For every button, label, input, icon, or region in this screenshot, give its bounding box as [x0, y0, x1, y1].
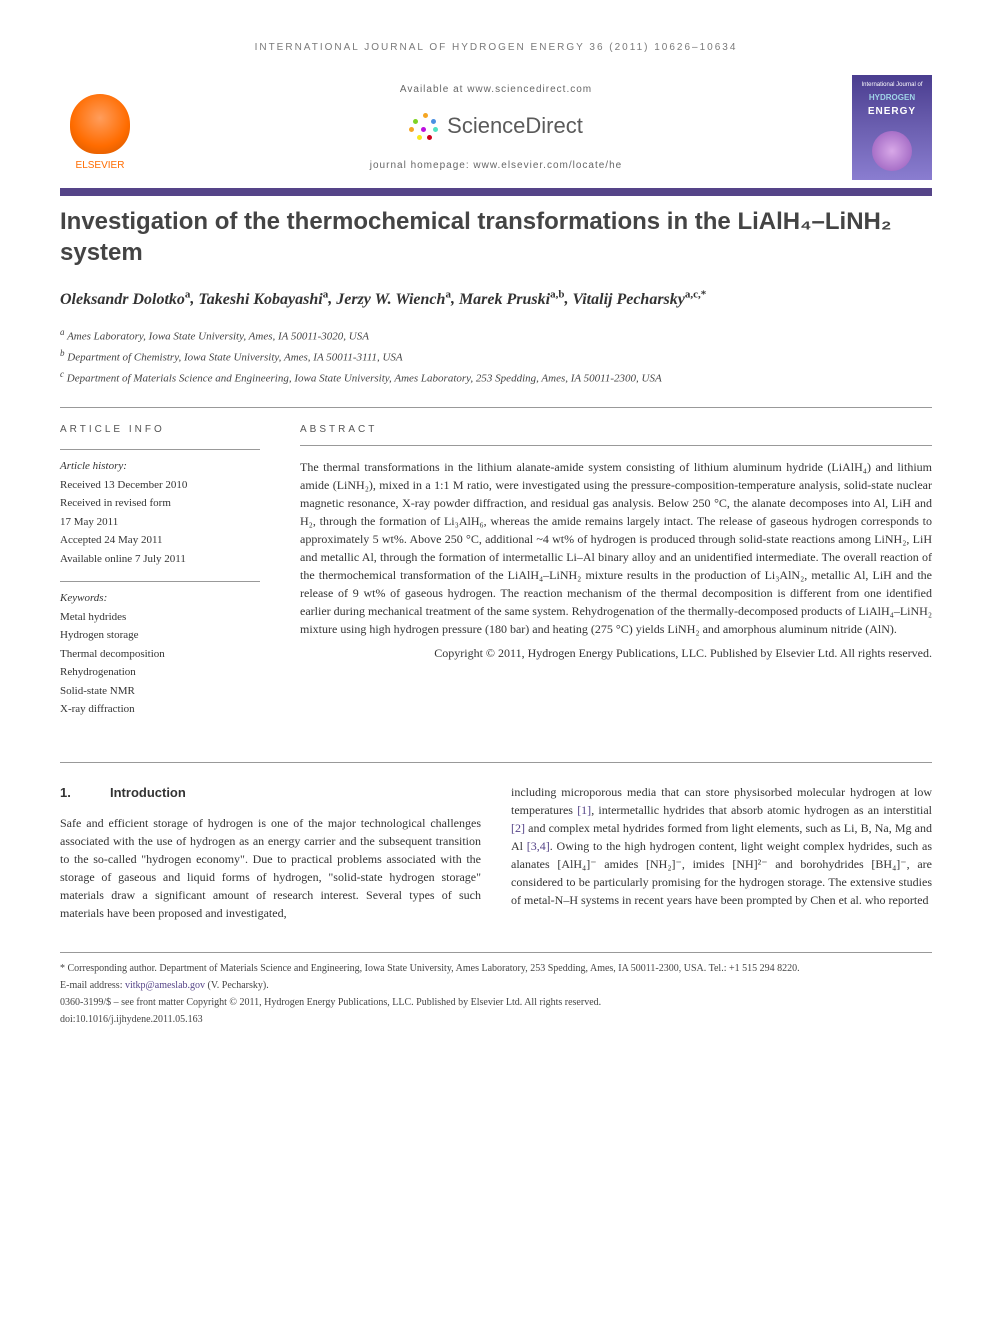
cover-line1: International Journal of	[861, 81, 922, 90]
cover-line2: HYDROGEN	[869, 92, 915, 104]
abstract-copyright: Copyright © 2011, Hydrogen Energy Public…	[300, 644, 932, 662]
elsevier-logo: ELSEVIER	[60, 83, 140, 173]
running-header: INTERNATIONAL JOURNAL OF HYDROGEN ENERGY…	[60, 40, 932, 55]
journal-homepage-text: journal homepage: www.elsevier.com/locat…	[150, 158, 842, 173]
affiliation-b: b Department of Chemistry, Iowa State Un…	[60, 347, 932, 366]
history-line: Available online 7 July 2011	[60, 551, 260, 568]
keyword: Solid-state NMR	[60, 683, 260, 700]
available-at-text: Available at www.sciencedirect.com	[150, 82, 842, 97]
history-line: Received in revised form	[60, 495, 260, 512]
abstract-block: ABSTRACT The thermal transformations in …	[300, 422, 932, 732]
abstract-text: The thermal transformations in the lithi…	[300, 458, 932, 638]
history-label: Article history:	[60, 458, 260, 475]
author: Jerzy W. Wiencha	[336, 291, 451, 308]
title-bar: Investigation of the thermochemical tran…	[60, 188, 932, 268]
article-info-sidebar: ARTICLE INFO Article history: Received 1…	[60, 422, 260, 732]
author: Takeshi Kobayashia	[198, 291, 328, 308]
section-title: Introduction	[110, 785, 186, 800]
body-col-right: including microporous media that can sto…	[511, 783, 932, 923]
author: Marek Pruskia,b	[459, 291, 565, 308]
keywords-block: Keywords: Metal hydrides Hydrogen storag…	[60, 581, 260, 718]
history-line: 17 May 2011	[60, 514, 260, 531]
citation-link[interactable]: [1]	[577, 803, 591, 817]
body-paragraph: including microporous media that can sto…	[511, 783, 932, 909]
cover-graphic-icon	[872, 131, 912, 171]
article-history: Article history: Received 13 December 20…	[60, 449, 260, 567]
footer-notes: * Corresponding author. Department of Ma…	[60, 952, 932, 1027]
keyword: X-ray diffraction	[60, 701, 260, 718]
citation-link[interactable]: [2]	[511, 821, 525, 835]
author: Oleksandr Dolotkoa	[60, 291, 190, 308]
journal-cover-thumbnail: International Journal of HYDROGEN ENERGY	[852, 75, 932, 180]
article-title: Investigation of the thermochemical tran…	[60, 206, 932, 268]
corresponding-author-note: * Corresponding author. Department of Ma…	[60, 961, 932, 976]
masthead: ELSEVIER Available at www.sciencedirect.…	[60, 75, 932, 180]
email-link[interactable]: vitkp@ameslab.gov	[125, 980, 205, 991]
sd-logo-text: ScienceDirect	[447, 109, 583, 142]
sciencedirect-logo: ScienceDirect	[409, 109, 583, 142]
affiliations: a Ames Laboratory, Iowa State University…	[60, 326, 932, 387]
citation-link[interactable]: [3,4]	[527, 839, 550, 853]
author: Vitalij Pecharskya,c,*	[572, 291, 706, 308]
sd-dots-icon	[409, 111, 439, 141]
elsevier-label: ELSEVIER	[76, 158, 125, 173]
sciencedirect-block: Available at www.sciencedirect.com Scien…	[150, 82, 842, 173]
author-list: Oleksandr Dolotkoa, Takeshi Kobayashia, …	[60, 286, 932, 311]
history-line: Received 13 December 2010	[60, 477, 260, 494]
section-heading: 1.Introduction	[60, 783, 481, 803]
body-paragraph: Safe and efficient storage of hydrogen i…	[60, 814, 481, 922]
keyword: Rehydrogenation	[60, 664, 260, 681]
body-col-left: 1.Introduction Safe and efficient storag…	[60, 783, 481, 923]
body-columns: 1.Introduction Safe and efficient storag…	[60, 762, 932, 923]
abstract-header: ABSTRACT	[300, 422, 932, 446]
history-line: Accepted 24 May 2011	[60, 532, 260, 549]
keyword: Metal hydrides	[60, 609, 260, 626]
email-line: E-mail address: vitkp@ameslab.gov (V. Pe…	[60, 978, 932, 993]
keyword: Hydrogen storage	[60, 627, 260, 644]
cover-line3: ENERGY	[868, 104, 916, 119]
keyword: Thermal decomposition	[60, 646, 260, 663]
doi-line: doi:10.1016/j.ijhydene.2011.05.163	[60, 1012, 932, 1027]
issn-line: 0360-3199/$ – see front matter Copyright…	[60, 995, 932, 1010]
info-abstract-row: ARTICLE INFO Article history: Received 1…	[60, 407, 932, 732]
elsevier-tree-icon	[70, 94, 130, 154]
affiliation-c: c Department of Materials Science and En…	[60, 368, 932, 387]
section-number: 1.	[60, 783, 110, 803]
article-info-header: ARTICLE INFO	[60, 422, 260, 437]
affiliation-a: a Ames Laboratory, Iowa State University…	[60, 326, 932, 345]
keywords-label: Keywords:	[60, 590, 260, 607]
